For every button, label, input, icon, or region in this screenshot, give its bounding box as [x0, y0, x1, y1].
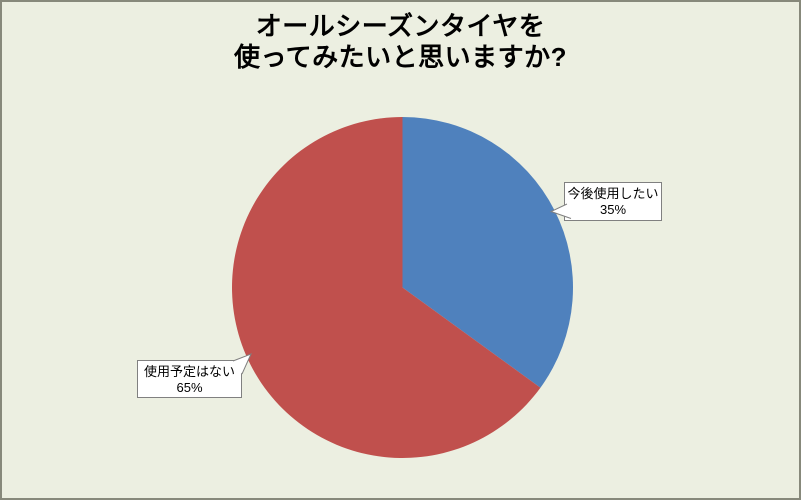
callout-label: 今後使用したい	[567, 186, 659, 201]
pie-slice-今後使用したい	[402, 117, 574, 388]
callout-blue-slice: 今後使用したい 35%	[564, 182, 662, 221]
callout-percent: 35%	[599, 202, 627, 217]
pie-slice-使用予定はない	[232, 117, 541, 458]
callout-label: 使用予定はない	[143, 364, 235, 379]
callout-red-slice: 使用予定はない 65%	[137, 360, 242, 398]
pie-chart	[232, 117, 574, 458]
chart-title: オールシーズンタイヤを 使ってみたいと思いますか?	[233, 11, 568, 73]
callout-percent: 65%	[176, 380, 203, 395]
